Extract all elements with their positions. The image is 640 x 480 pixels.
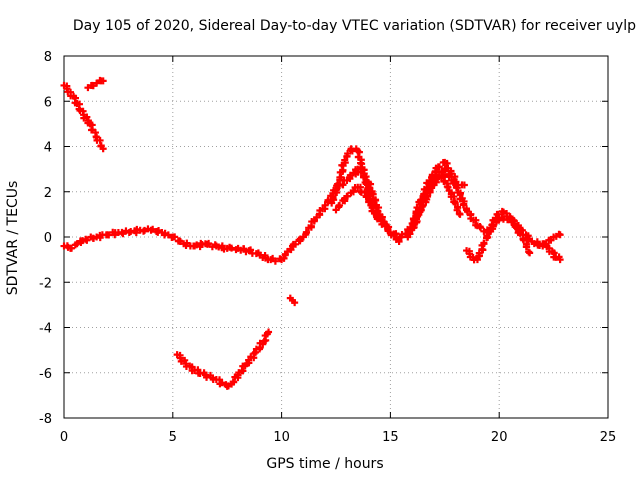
data-marker xyxy=(460,200,468,208)
data-marker xyxy=(344,150,352,158)
series-lower-arc-13h xyxy=(332,183,403,246)
data-marker xyxy=(483,232,491,240)
data-marker xyxy=(510,220,518,228)
data-marker xyxy=(362,180,370,188)
series-lower-v-segment xyxy=(173,328,273,390)
data-points xyxy=(60,76,564,390)
y-tick-label: -2 xyxy=(39,276,52,291)
data-marker xyxy=(334,180,342,188)
series-short-upper-segment xyxy=(84,76,107,92)
x-tick-label: 0 xyxy=(60,430,68,445)
x-tick-label: 5 xyxy=(169,430,177,445)
data-marker xyxy=(83,236,91,244)
data-marker xyxy=(391,231,399,239)
data-marker xyxy=(83,113,91,121)
y-axis-label: SDTVAR / TECUs xyxy=(5,180,21,296)
data-marker xyxy=(183,239,191,247)
data-marker xyxy=(68,244,76,252)
data-marker xyxy=(302,229,310,237)
data-marker xyxy=(329,194,337,202)
data-point xyxy=(456,210,464,218)
data-point xyxy=(99,145,107,153)
data-marker xyxy=(367,197,375,205)
data-marker xyxy=(349,188,357,196)
series-lower-arc-17h xyxy=(404,172,464,241)
data-marker xyxy=(287,246,295,254)
data-marker xyxy=(228,244,236,252)
data-marker xyxy=(149,225,157,233)
data-marker xyxy=(516,229,524,237)
y-tick-label: 2 xyxy=(44,186,52,201)
data-marker xyxy=(431,177,439,185)
data-marker xyxy=(336,201,344,209)
series-descending-segment xyxy=(60,81,107,153)
data-point xyxy=(556,256,564,264)
data-marker xyxy=(218,379,226,387)
chart-title: Day 105 of 2020, Sidereal Day-to-day VTE… xyxy=(72,18,636,34)
y-tick-label: 0 xyxy=(44,231,52,246)
data-marker xyxy=(171,233,179,241)
x-tick-label: 15 xyxy=(382,430,399,445)
data-point xyxy=(395,238,403,246)
data-marker xyxy=(281,251,289,259)
data-marker xyxy=(271,257,279,265)
data-marker xyxy=(406,228,414,236)
x-tick-label: 20 xyxy=(491,430,508,445)
data-marker xyxy=(451,199,459,207)
y-tick-label: -6 xyxy=(39,367,52,382)
data-marker xyxy=(229,378,237,386)
data-marker xyxy=(435,163,443,171)
data-point xyxy=(99,77,107,85)
series-tail-22h xyxy=(539,240,564,264)
y-tick-label: 8 xyxy=(44,50,52,65)
data-marker xyxy=(366,191,374,199)
x-tick-label: 10 xyxy=(273,430,290,445)
data-marker xyxy=(203,373,211,381)
data-marker xyxy=(292,240,300,248)
data-marker xyxy=(522,243,530,251)
x-tick-label: 25 xyxy=(600,430,617,445)
series-outlier-10h xyxy=(286,294,299,307)
y-tick-label: 4 xyxy=(44,141,52,156)
data-point xyxy=(291,299,299,307)
data-point xyxy=(341,156,349,164)
data-marker xyxy=(428,171,436,179)
data-marker xyxy=(372,210,380,218)
data-point xyxy=(265,328,273,336)
data-marker xyxy=(423,187,431,195)
data-marker xyxy=(412,214,420,222)
data-marker xyxy=(494,210,502,218)
y-tick-label: 6 xyxy=(44,95,52,110)
y-tick-label: -4 xyxy=(39,322,52,337)
data-marker xyxy=(443,182,451,190)
data-marker xyxy=(205,239,213,247)
data-marker xyxy=(369,203,377,211)
data-point xyxy=(473,256,481,264)
data-point xyxy=(556,231,564,239)
data-point xyxy=(526,249,534,257)
data-marker xyxy=(477,224,485,232)
data-marker xyxy=(357,159,365,167)
data-marker xyxy=(480,239,488,247)
data-marker xyxy=(475,249,483,257)
series-main-track xyxy=(60,165,564,265)
data-marker xyxy=(105,231,113,239)
data-marker xyxy=(361,188,369,196)
series-dip-19h xyxy=(463,207,534,264)
y-tick-label: -8 xyxy=(39,412,52,427)
x-axis-label: GPS time / hours xyxy=(266,456,384,472)
data-marker xyxy=(520,236,528,244)
data-point xyxy=(460,181,468,189)
